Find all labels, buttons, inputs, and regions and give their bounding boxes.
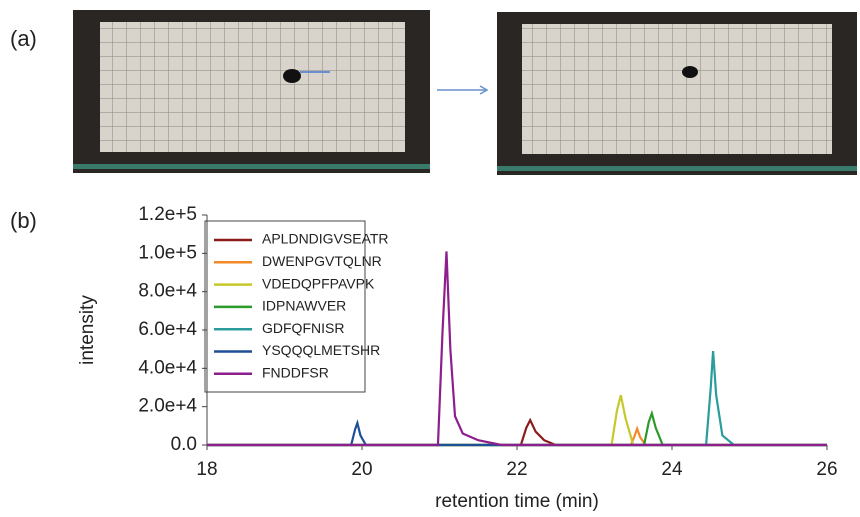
series-line: [207, 409, 827, 447]
y-tick-label: 1.0e+5: [138, 242, 197, 263]
y-axis-label: intensity: [77, 295, 98, 365]
panel-label: (a): [10, 26, 37, 51]
series-line: [207, 417, 827, 447]
x-tick-label: 18: [196, 459, 217, 480]
legend-label: FNDDFSR: [262, 365, 329, 381]
y-tick-label: 8.0e+4: [138, 281, 197, 302]
series-line: [207, 251, 827, 447]
legend-label: GDFQFNISR: [262, 320, 344, 336]
photo: [73, 10, 430, 173]
x-axis-label: retention time (min): [435, 491, 599, 512]
panel-label: (b): [10, 208, 37, 233]
series-line: [207, 394, 827, 447]
legend-label: IDPNAWVER: [262, 298, 346, 314]
x-tick-label: 24: [661, 459, 683, 480]
x-tick-label: 26: [816, 459, 837, 480]
series-line: [207, 425, 827, 447]
arrow: [437, 85, 489, 95]
legend-label: DWENPGVTQLNR: [262, 253, 382, 269]
legend-label: APLDNDIGVSEATR: [262, 231, 389, 247]
series-line: [207, 351, 827, 447]
photo: [497, 12, 857, 175]
legend-label: YSQQQLMETSHR: [262, 342, 380, 358]
x-tick-label: 22: [506, 459, 527, 480]
y-tick-label: 0.0: [171, 434, 197, 455]
y-tick-label: 4.0e+4: [138, 357, 197, 378]
series-line: [207, 419, 827, 447]
y-tick-label: 1.2e+5: [138, 204, 197, 225]
x-tick-label: 20: [351, 459, 372, 480]
y-tick-label: 2.0e+4: [138, 396, 197, 417]
legend-label: VDEDQPFPAVPK: [262, 275, 375, 291]
y-tick-label: 6.0e+4: [138, 319, 197, 340]
